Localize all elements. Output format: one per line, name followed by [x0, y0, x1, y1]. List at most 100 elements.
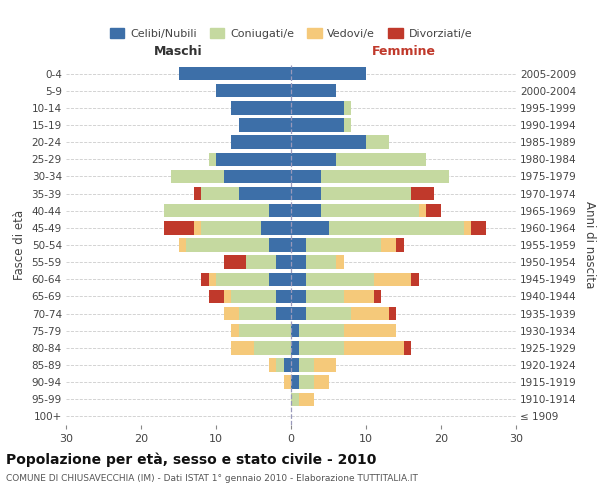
Bar — [223, 170, 291, 183]
Bar — [291, 341, 299, 354]
Bar — [291, 392, 299, 406]
Bar — [329, 221, 464, 234]
Bar — [231, 324, 239, 338]
Bar — [216, 84, 291, 98]
Bar — [291, 324, 299, 338]
Bar — [291, 152, 336, 166]
Bar — [291, 118, 343, 132]
Bar — [276, 307, 291, 320]
Bar — [381, 238, 396, 252]
Bar — [366, 136, 389, 149]
Bar — [419, 204, 426, 218]
Bar — [223, 290, 231, 303]
Bar — [291, 272, 306, 286]
Text: Maschi: Maschi — [154, 45, 203, 58]
Bar — [306, 238, 381, 252]
Bar — [201, 187, 239, 200]
Bar — [223, 256, 246, 269]
Bar — [464, 221, 471, 234]
Bar — [269, 204, 291, 218]
Bar — [261, 221, 291, 234]
Bar — [373, 290, 381, 303]
Bar — [163, 221, 193, 234]
Bar — [269, 238, 291, 252]
Bar — [201, 272, 209, 286]
Y-axis label: Fasce di età: Fasce di età — [13, 210, 26, 280]
Bar — [299, 392, 314, 406]
Bar — [343, 290, 373, 303]
Bar — [343, 324, 396, 338]
Bar — [291, 67, 366, 80]
Text: Femmine: Femmine — [371, 45, 436, 58]
Bar — [321, 170, 449, 183]
Bar — [411, 272, 419, 286]
Bar — [291, 204, 321, 218]
Bar — [269, 272, 291, 286]
Bar — [343, 341, 404, 354]
Bar — [231, 290, 276, 303]
Bar — [471, 221, 486, 234]
Bar — [321, 187, 411, 200]
Legend: Celibi/Nubili, Coniugati/e, Vedovi/e, Divorziati/e: Celibi/Nubili, Coniugati/e, Vedovi/e, Di… — [106, 24, 476, 44]
Bar — [291, 221, 329, 234]
Bar — [299, 376, 314, 389]
Bar — [291, 136, 366, 149]
Bar — [411, 187, 433, 200]
Text: COMUNE DI CHIUSAVECCHIA (IM) - Dati ISTAT 1° gennaio 2010 - Elaborazione TUTTITA: COMUNE DI CHIUSAVECCHIA (IM) - Dati ISTA… — [6, 474, 418, 483]
Bar — [291, 84, 336, 98]
Bar — [179, 67, 291, 80]
Bar — [239, 118, 291, 132]
Bar — [291, 376, 299, 389]
Bar — [179, 238, 186, 252]
Bar — [284, 358, 291, 372]
Bar — [426, 204, 441, 218]
Bar — [246, 256, 276, 269]
Bar — [231, 136, 291, 149]
Bar — [343, 101, 351, 114]
Bar — [291, 358, 299, 372]
Bar — [291, 256, 306, 269]
Bar — [216, 152, 291, 166]
Bar — [299, 341, 343, 354]
Bar — [209, 290, 223, 303]
Bar — [171, 170, 223, 183]
Bar — [193, 187, 201, 200]
Bar — [291, 290, 306, 303]
Bar — [336, 256, 343, 269]
Bar — [291, 170, 321, 183]
Bar — [389, 307, 396, 320]
Bar — [223, 307, 239, 320]
Bar — [201, 221, 261, 234]
Bar — [276, 358, 284, 372]
Bar — [239, 324, 291, 338]
Bar — [343, 118, 351, 132]
Bar — [291, 238, 306, 252]
Bar — [284, 376, 291, 389]
Bar — [209, 272, 216, 286]
Bar — [276, 290, 291, 303]
Bar — [239, 187, 291, 200]
Bar — [299, 358, 314, 372]
Bar — [336, 152, 426, 166]
Bar — [306, 290, 343, 303]
Bar — [291, 307, 306, 320]
Y-axis label: Anni di nascita: Anni di nascita — [583, 202, 596, 288]
Bar — [306, 272, 373, 286]
Bar — [314, 376, 329, 389]
Bar — [373, 272, 411, 286]
Bar — [231, 101, 291, 114]
Bar — [314, 358, 336, 372]
Bar — [321, 204, 419, 218]
Bar — [163, 204, 269, 218]
Bar — [269, 358, 276, 372]
Bar — [231, 341, 254, 354]
Bar — [306, 307, 351, 320]
Bar — [276, 256, 291, 269]
Bar — [404, 341, 411, 354]
Bar — [291, 187, 321, 200]
Bar — [239, 307, 276, 320]
Bar — [209, 152, 216, 166]
Bar — [186, 238, 269, 252]
Bar — [216, 272, 269, 286]
Bar — [396, 238, 404, 252]
